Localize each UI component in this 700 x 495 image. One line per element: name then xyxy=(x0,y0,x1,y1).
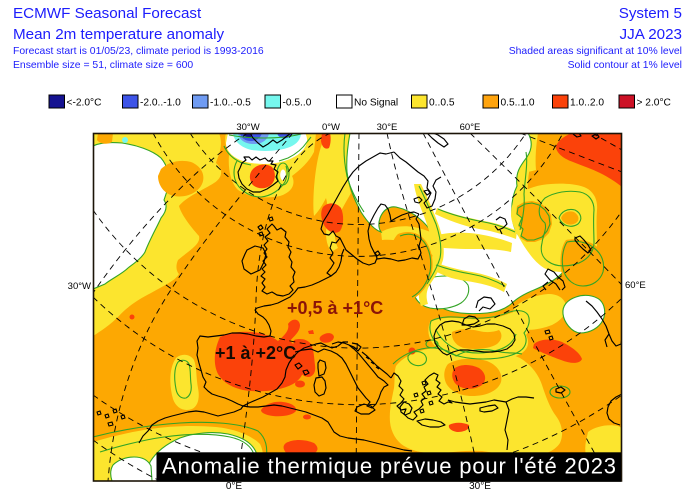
svg-text:60°E: 60°E xyxy=(625,280,646,291)
svg-text:0..0.5: 0..0.5 xyxy=(429,98,455,109)
svg-text:30°W: 30°W xyxy=(68,281,91,292)
svg-text:Anomalie thermique prévue pour: Anomalie thermique prévue pour l'été 202… xyxy=(162,453,617,478)
svg-text:JJA 2023: JJA 2023 xyxy=(620,26,683,43)
svg-text:System 5: System 5 xyxy=(619,5,682,22)
svg-text:0.5..1.0: 0.5..1.0 xyxy=(501,98,535,109)
svg-text:0°W: 0°W xyxy=(322,122,340,133)
svg-text:-1.0..-0.5: -1.0..-0.5 xyxy=(210,98,251,109)
svg-text:-0.5..0: -0.5..0 xyxy=(283,98,312,109)
svg-text:+0,5 à +1°C: +0,5 à +1°C xyxy=(287,298,383,318)
svg-text:Mean 2m temperature anomaly: Mean 2m temperature anomaly xyxy=(13,26,224,43)
svg-text:1.0..2.0: 1.0..2.0 xyxy=(570,98,604,109)
svg-text:Forecast start is 01/05/23, cl: Forecast start is 01/05/23, climate peri… xyxy=(13,46,264,57)
svg-text:30°E: 30°E xyxy=(469,481,491,492)
svg-text:0°E: 0°E xyxy=(226,481,243,492)
svg-text:+1 à +2°C: +1 à +2°C xyxy=(215,343,296,363)
svg-text:> 2.0°C: > 2.0°C xyxy=(637,98,671,109)
svg-text:Shaded areas significant at 10: Shaded areas significant at 10% level xyxy=(509,46,682,57)
svg-text:Solid contour at 1% level: Solid contour at 1% level xyxy=(568,60,682,71)
svg-text:Ensemble size = 51, climate si: Ensemble size = 51, climate size = 600 xyxy=(13,60,193,71)
svg-text:ECMWF Seasonal Forecast: ECMWF Seasonal Forecast xyxy=(13,5,202,22)
svg-text:<-2.0°C: <-2.0°C xyxy=(67,98,102,109)
svg-text:-2.0..-1.0: -2.0..-1.0 xyxy=(140,98,181,109)
svg-text:30°E: 30°E xyxy=(377,122,398,133)
svg-text:No Signal: No Signal xyxy=(354,98,398,109)
svg-text:60°E: 60°E xyxy=(460,122,481,133)
svg-text:30°W: 30°W xyxy=(236,122,259,133)
